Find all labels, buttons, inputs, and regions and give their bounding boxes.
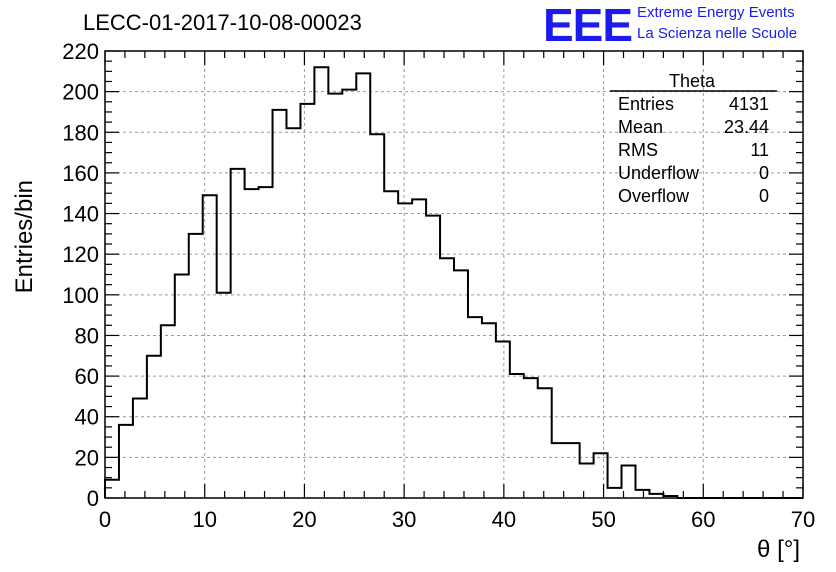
logo-caption-line1: Extreme Energy Events (637, 4, 795, 21)
y-tick-label: 80 (75, 323, 99, 348)
histogram-bin (342, 90, 356, 498)
histogram-bins (104, 66, 803, 499)
histogram-bin (426, 216, 440, 498)
histogram-bin (412, 199, 426, 498)
y-tick-label: 120 (62, 242, 99, 267)
x-tick-label: 70 (791, 507, 815, 532)
histogram-bin (189, 234, 203, 498)
x-tick-label: 0 (99, 507, 111, 532)
histogram-bin (635, 490, 649, 498)
histogram-bin (147, 356, 161, 498)
y-tick-label: 160 (62, 161, 99, 186)
histogram-bin (328, 94, 342, 498)
x-tick-label: 40 (492, 507, 516, 532)
stats-value: 23.44 (724, 117, 769, 137)
histogram-bin (398, 203, 412, 498)
histogram-bin (594, 453, 608, 498)
histogram-bin (273, 110, 287, 498)
stats-label: Mean (618, 117, 663, 137)
logo-caption-line2: La Scienza nelle Scuole (637, 25, 798, 42)
y-tick-label: 100 (62, 283, 99, 308)
x-tick-label: 50 (591, 507, 615, 532)
histogram-bin (384, 191, 398, 498)
grid-lines (105, 51, 803, 498)
y-axis-label: Entries/bin (11, 180, 38, 293)
stats-label: Overflow (618, 186, 690, 206)
histogram-bin (300, 104, 314, 498)
stats-label: RMS (618, 140, 658, 160)
stats-label: Entries (618, 94, 674, 114)
histogram-bin (203, 195, 217, 498)
histogram-bin (286, 128, 300, 498)
y-tick-label: 140 (62, 202, 99, 227)
y-tick-label: 200 (62, 80, 99, 105)
x-tick-label: 60 (691, 507, 715, 532)
histogram-bin (538, 388, 552, 498)
histogram-bin (314, 67, 328, 498)
histogram-bin (440, 258, 454, 498)
histogram-bin (133, 398, 147, 498)
axes (104, 50, 804, 499)
stats-value: 0 (759, 186, 769, 206)
histogram-bin (356, 73, 370, 498)
histogram-bin (482, 323, 496, 498)
histogram-bin (105, 480, 119, 498)
histogram-bin (119, 425, 133, 498)
histogram-outline (104, 66, 803, 499)
stats-value: 11 (750, 140, 769, 160)
histogram-bin (217, 293, 231, 498)
histogram-bin (580, 463, 594, 498)
run-title: LECC-01-2017-10-08-00023 (83, 10, 362, 35)
histogram-bin (370, 134, 384, 498)
x-axis-label: θ [°] (757, 536, 800, 563)
y-tick-label: 180 (62, 120, 99, 145)
histogram-bin (524, 378, 538, 498)
histogram-bin (552, 443, 566, 498)
stats-label: Underflow (618, 163, 700, 183)
histogram-bin (259, 187, 273, 498)
x-tick-label: 30 (392, 507, 416, 532)
y-tick-label: 0 (87, 486, 99, 511)
y-tick-label: 40 (75, 405, 99, 430)
eee-logo: EEE (543, 0, 633, 51)
histogram-bin (245, 189, 259, 498)
stats-value: 4131 (729, 94, 769, 114)
histogram-bin (231, 169, 245, 498)
histogram-bin (175, 275, 189, 499)
y-tick-label: 20 (75, 445, 99, 470)
x-tick-label: 20 (292, 507, 316, 532)
histogram-bin (468, 317, 482, 498)
y-tick-label: 60 (75, 364, 99, 389)
histogram-bin (496, 342, 510, 498)
histogram-bin (608, 488, 622, 498)
stats-value: 0 (759, 163, 769, 183)
tick-labels: 0 10 20 30 40 50 60 70 0 20 40 60 80 100 120 140 160 180 2… (62, 39, 815, 532)
histogram-bin (510, 374, 524, 498)
stats-title: Theta (669, 71, 716, 91)
histogram-bin (454, 270, 468, 498)
y-tick-label: 220 (62, 39, 99, 64)
histogram-bin (161, 325, 175, 498)
x-tick-label: 10 (192, 507, 216, 532)
histogram-bin (566, 443, 580, 498)
stats-box: Theta Entries 4131 Mean 23.44 RMS 11 Underflow… (610, 71, 777, 206)
